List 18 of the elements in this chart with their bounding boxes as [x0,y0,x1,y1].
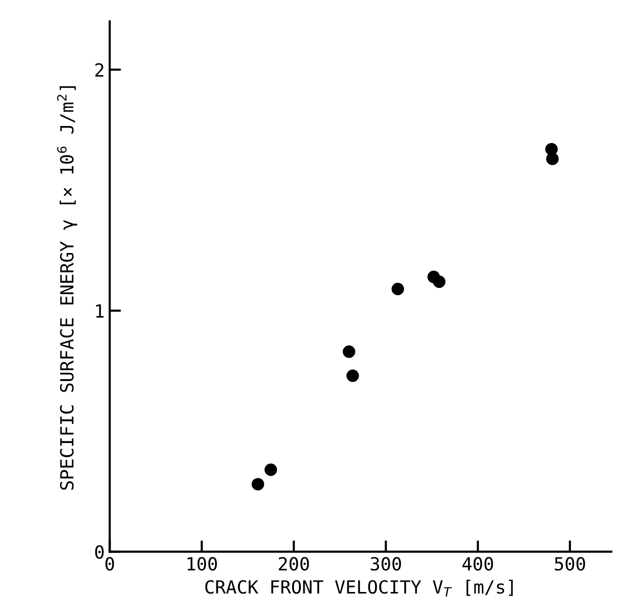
x-tick-label: 0 [105,556,114,571]
point [346,370,359,382]
point [432,276,446,288]
point [252,478,264,490]
x-tick-label: 100 [188,556,217,571]
y-tick-label: 0 [95,545,104,559]
x-tick-label: 200 [278,556,309,571]
y-tick-label: 1 [96,304,104,318]
point [342,345,356,358]
point [264,464,278,476]
y-tick-label: 2 [95,63,104,77]
x-tick-label: 300 [370,556,401,571]
x-tick-label: 400 [462,556,494,571]
point [392,282,404,296]
point [546,152,559,166]
x-tick-label: 500 [554,556,586,571]
y-axis-title: SPECIFIC SURFACE ENERGY γ [× 10$^{6}$ J/m$^{2}$] [57,86,78,490]
x-axis-title: CRACK FRONT VELOCITY V$_{T}$ [m/s] [205,580,513,596]
